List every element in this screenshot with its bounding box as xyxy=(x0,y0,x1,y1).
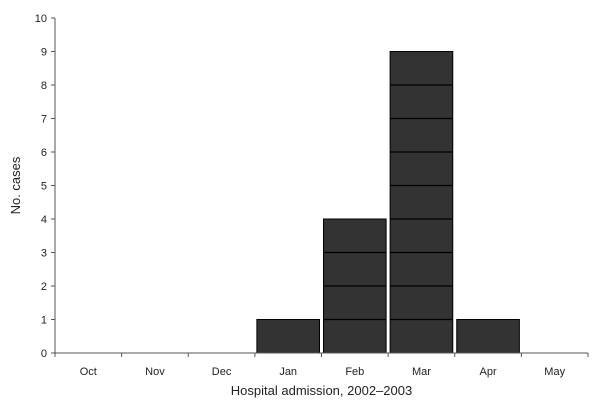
y-tick-label: 6 xyxy=(41,147,47,159)
y-tick-label: 7 xyxy=(41,114,47,126)
y-tick-label: 5 xyxy=(41,181,47,193)
y-tick-label: 1 xyxy=(41,315,47,327)
x-tick-label: May xyxy=(544,366,565,378)
y-axis-ticks: 0 1 2 3 4 5 6 7 8 9 10 xyxy=(35,13,55,360)
x-tick-label: Apr xyxy=(480,366,497,378)
x-tick-label: Jan xyxy=(279,366,297,378)
x-axis-ticks: Oct Nov Dec Jan Feb Mar Apr May xyxy=(54,353,589,378)
y-tick-label: 10 xyxy=(35,13,47,25)
y-tick-label: 9 xyxy=(41,47,47,59)
x-axis-title: Hospital admission, 2002–2003 xyxy=(231,383,412,398)
y-tick-label: 3 xyxy=(41,248,47,260)
x-tick-label: Dec xyxy=(212,366,232,378)
x-tick-label: Oct xyxy=(80,366,97,378)
y-tick-label: 8 xyxy=(41,80,47,92)
bars xyxy=(256,51,520,354)
bar-apr xyxy=(456,319,520,354)
y-tick-label: 4 xyxy=(41,214,47,226)
y-tick-label: 2 xyxy=(41,281,47,293)
y-tick-label: 0 xyxy=(41,348,47,360)
x-tick-label: Mar xyxy=(412,366,431,378)
x-tick-label: Feb xyxy=(345,366,364,378)
bar-mar xyxy=(389,51,454,354)
y-axis-title: No. cases xyxy=(8,156,23,214)
bar-jan xyxy=(256,319,320,354)
x-tick-label: Nov xyxy=(145,366,165,378)
